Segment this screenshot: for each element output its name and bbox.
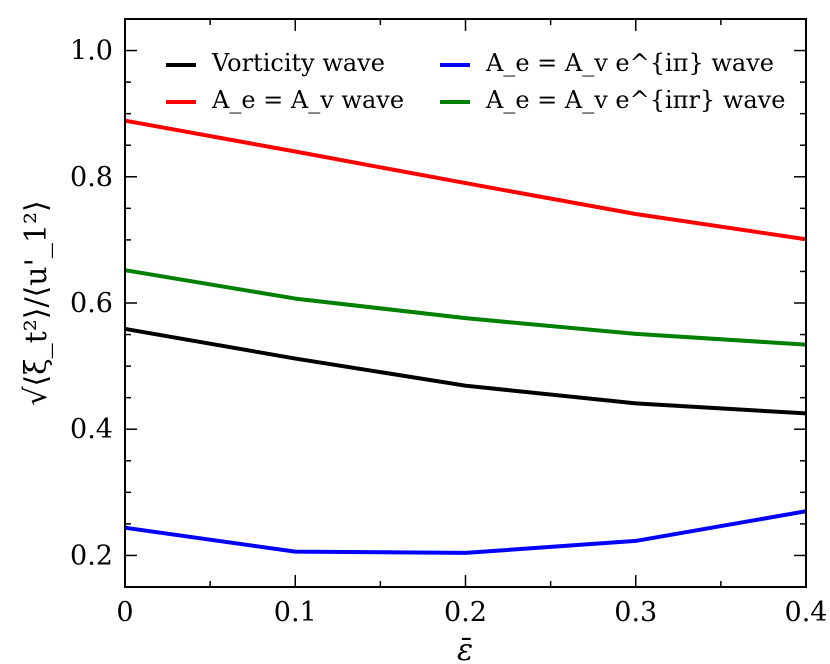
plot-frame bbox=[124, 18, 807, 588]
y-tick-label: 1.0 bbox=[70, 36, 113, 67]
y-tick-label: 0.4 bbox=[70, 414, 113, 445]
series-line-2 bbox=[125, 509, 806, 555]
x-tick-label: 0.3 bbox=[614, 597, 657, 628]
y-tick-labels: 0.2 0.4 0.6 0.8 1.0 bbox=[70, 36, 113, 572]
legend-label-ae-av-ipi: A_e = A_v e^{iπ} wave bbox=[485, 49, 774, 77]
series-layer bbox=[125, 118, 806, 555]
legend-item-ae-av-ipi: A_e = A_v e^{iπ} wave bbox=[440, 49, 774, 77]
x-axis-label-text: ε̄ bbox=[457, 633, 473, 664]
legend-item-vorticity: Vorticity wave bbox=[166, 49, 385, 77]
legend-label-vorticity: Vorticity wave bbox=[211, 49, 385, 77]
x-axis-label: ε̄ bbox=[457, 633, 473, 664]
series-line-0 bbox=[125, 326, 806, 416]
x-tick-labels: 0 0.1 0.2 0.3 0.4 bbox=[116, 597, 827, 628]
legend-item-ae-av: A_e = A_v wave bbox=[166, 86, 404, 114]
x-tick-label: 0 bbox=[116, 597, 133, 628]
legend-label-ae-av: A_e = A_v wave bbox=[211, 86, 404, 114]
x-tick-label: 0.2 bbox=[444, 597, 487, 628]
y-axis-label: √⟨ξ_t²⟩/⟨u'_1²⟩ bbox=[19, 200, 54, 405]
y-axis-label-text: √⟨ξ_t²⟩/⟨u'_1²⟩ bbox=[19, 200, 54, 405]
x-tick-label: 0.1 bbox=[274, 597, 317, 628]
y-tick-label: 0.2 bbox=[70, 540, 113, 571]
x-tick-label: 0.4 bbox=[785, 597, 828, 628]
y-tick-label: 0.6 bbox=[70, 288, 113, 319]
legend: Vorticity wave A_e = A_v wave A_e = A_v … bbox=[166, 49, 785, 114]
legend-label-ae-av-ipir: A_e = A_v e^{iπr} wave bbox=[485, 86, 785, 114]
series-line-3 bbox=[125, 268, 806, 347]
y-tick-label: 0.8 bbox=[70, 162, 113, 193]
series-line-1 bbox=[125, 118, 806, 242]
legend-item-ae-av-ipir: A_e = A_v e^{iπr} wave bbox=[440, 86, 785, 114]
